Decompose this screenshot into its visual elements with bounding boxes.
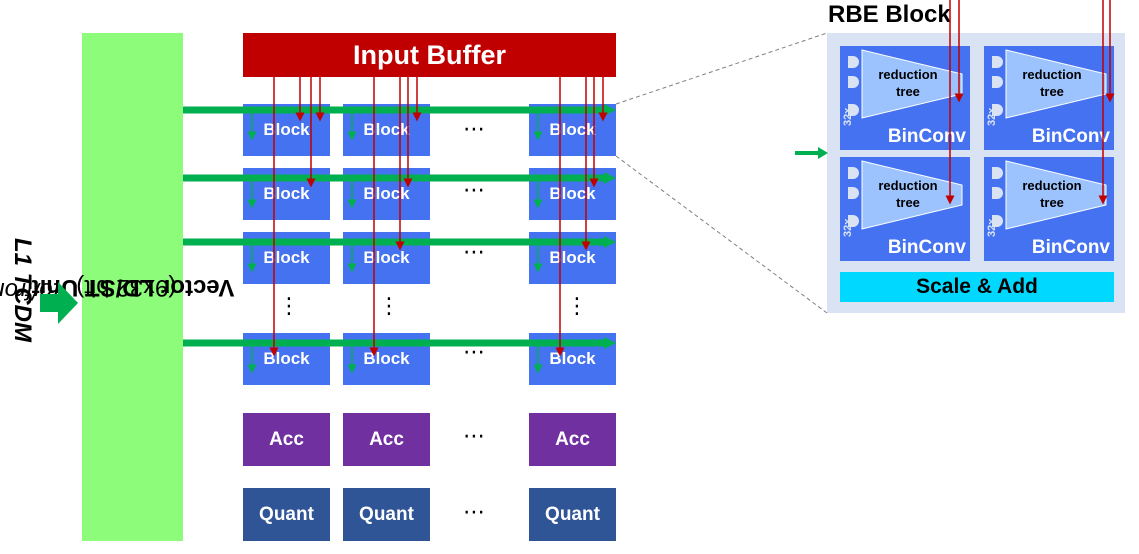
block: Block [243,168,330,220]
binconv-label: BinConv [887,237,966,258]
ellipsis-horizontal: ⋯ [463,117,485,142]
zoom-lines [615,32,828,314]
reduction-tree-shape [848,160,963,230]
acc-block: Acc [243,413,330,466]
ellipsis-horizontal: ⋯ [463,340,485,365]
rbe-block-title: RBE Block [828,1,951,28]
binconv-unit: reduction tree 32x BinConv [840,46,970,150]
binconv-label: BinConv [1031,237,1110,258]
block: Block [243,104,330,156]
binconv-unit: reduction tree 32x BinConv [840,157,970,261]
reduction-tree-label: reduction tree [1022,67,1082,99]
binconv-label: BinConv [887,126,966,147]
block: Block [343,232,430,284]
rbe-input-arrow [795,147,828,159]
binconv-unit: reduction tree 32x BinConv [984,46,1114,150]
ellipsis-horizontal: ⋯ [463,500,485,525]
block: Block [243,232,330,284]
block: Block [529,232,616,284]
reduction-tree-shape [992,160,1107,230]
acc-block: Acc [529,413,616,466]
acc-block: Acc [343,413,430,466]
ellipsis-horizontal: ⋯ [463,178,485,203]
quant-block: Quant [343,488,430,541]
reduction-tree-label: reduction tree [878,67,938,99]
l1-tcdm-label: to/from L1 TCDM [0,238,60,342]
block: Block [343,168,430,220]
x32-label: 32x [986,107,998,126]
block: Block [529,104,616,156]
ellipsis-vertical: ⋮ [378,294,400,319]
block: Block [343,333,430,385]
binconv-unit: reduction tree 32x BinConv [984,157,1114,261]
reduction-tree-label: reduction tree [878,178,938,210]
block: Block [529,168,616,220]
reduction-tree-label: reduction tree [1022,178,1082,210]
x32-label: 32x [986,218,998,237]
ellipsis-horizontal: ⋯ [463,240,485,265]
ellipsis-horizontal: ⋯ [463,424,485,449]
x32-label: 32x [842,218,854,237]
vector-ldst-unit: Vector LD/ST Unit (9x32 bit) [31,33,234,541]
ellipsis-vertical: ⋮ [278,294,300,319]
input-buffer: Input Buffer [243,33,616,77]
ellipsis-vertical: ⋮ [566,294,588,319]
block: Block [243,333,330,385]
quant-block: Quant [529,488,616,541]
x32-label: 32x [842,107,854,126]
binconv-label: BinConv [1031,126,1110,147]
quant-block: Quant [243,488,330,541]
scale-add-unit: Scale & Add [840,272,1114,302]
block: Block [343,104,430,156]
block: Block [529,333,616,385]
